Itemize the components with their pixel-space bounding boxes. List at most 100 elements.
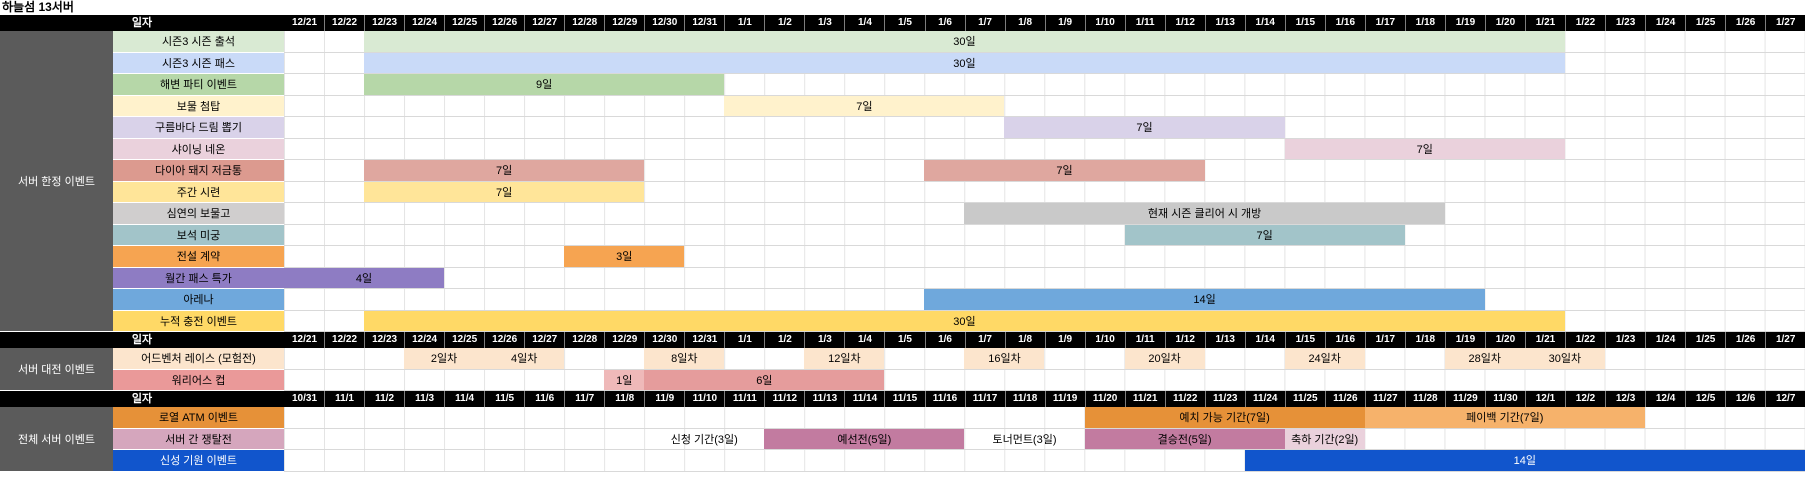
event-row-track: 4일 [284,267,1805,289]
date-cell: 12/27 [524,15,565,31]
event-bar: 30일 [364,31,1565,52]
date-cell: 1/2 [764,332,805,348]
event-bar: 축하 기간(2일) [1284,428,1365,449]
date-cell: 11/10 [684,391,725,407]
event-row: 로열 ATM 이벤트 예치 가능 기간(7일) 페이백 기간(7일) [113,407,1805,429]
event-row-label: 아레나 [113,289,284,311]
event-row-label: 보석 미궁 [113,224,284,246]
event-row-label: 해변 파티 이벤트 [113,74,284,96]
date-cell: 1/20 [1484,332,1525,348]
section-0: 서버 한정 이벤트 시즌3 시즌 출석 30일 시즌3 시즌 패스 30일 해변 파티 이… [0,31,1805,332]
date-cell: 12/6 [1725,391,1766,407]
date-cell: 11/17 [964,391,1005,407]
event-bar: 30일차 [1524,348,1605,369]
date-header-label: 일자 [0,391,284,407]
date-cell: 11/11 [724,391,765,407]
date-cell: 1/15 [1284,332,1325,348]
date-cell: 11/12 [764,391,805,407]
event-row-track: 7일 7일 [284,160,1805,182]
event-bar: 7일 [1004,117,1285,138]
date-cell: 1/11 [1124,332,1165,348]
date-cell: 12/23 [364,15,405,31]
date-cell: 1/4 [844,332,885,348]
date-cell: 1/16 [1324,15,1365,31]
date-cell: 11/1 [324,391,365,407]
event-bar: 2일차 [404,348,485,369]
event-row: 월간 패스 특가 4일 [113,267,1805,289]
date-cell: 12/25 [444,332,485,348]
date-cell: 12/21 [284,15,325,31]
date-cell: 12/22 [324,15,365,31]
event-bar: 30일 [364,52,1565,73]
date-cell: 11/2 [364,391,405,407]
section-rows: 로열 ATM 이벤트 예치 가능 기간(7일) 페이백 기간(7일) 서버 간 쟁탈전… [113,407,1805,472]
event-row-track: 30일 [284,52,1805,74]
event-row-track: 1일 6일 [284,369,1805,391]
event-row-label: 구름바다 드림 뽑기 [113,117,284,139]
date-cell: 1/19 [1444,15,1485,31]
section-rows: 시즌3 시즌 출석 30일 시즌3 시즌 패스 30일 해변 파티 이벤트 9일 보물 첨탑… [113,31,1805,332]
date-cell: 1/8 [1004,15,1045,31]
event-row: 신성 기원 이벤트 14일 [113,450,1805,472]
event-bar: 24일차 [1284,348,1365,369]
event-row-label: 보물 첨탑 [113,95,284,117]
event-bar: 16일차 [964,348,1045,369]
date-header-cells: 10/31 11/1 11/2 11/3 11/4 11/5 11/6 11/7 11/8 11/… [284,391,1805,407]
date-cell: 12/25 [444,15,485,31]
event-row: 워리어스 컵 1일 6일 [113,369,1805,391]
event-row-label: 어드벤처 레이스 (모험전) [113,348,284,370]
date-cell: 1/17 [1364,332,1405,348]
date-cell: 11/15 [884,391,925,407]
event-row-track: 14일 [284,450,1805,472]
event-bar: 결승전(5일) [1084,428,1285,449]
event-row: 서버 간 쟁탈전 신청 기간(3일) 예선전(5일) 토너먼트(3일) 결승전(5일) 축… [113,428,1805,450]
date-cell: 12/1 [1524,391,1565,407]
event-bar: 4일차 [484,348,565,369]
event-row: 주간 시련 7일 [113,181,1805,203]
event-row-label: 주간 시련 [113,181,284,203]
event-bar: 현재 시즌 클리어 시 개방 [964,203,1445,224]
event-row-label: 로열 ATM 이벤트 [113,407,284,429]
event-row-track: 30일 [284,310,1805,332]
date-cell: 1/9 [1044,15,1085,31]
event-row-label: 워리어스 컵 [113,369,284,391]
event-bar: 신청 기간(3일) [670,433,738,446]
date-cell: 12/27 [524,332,565,348]
date-cell: 11/13 [804,391,845,407]
date-cell: 11/20 [1084,391,1125,407]
date-cell: 1/25 [1685,15,1726,31]
date-cell: 1/7 [964,15,1005,31]
date-cell: 1/10 [1084,332,1125,348]
date-header-cells: 12/21 12/22 12/23 12/24 12/25 12/26 12/27 12/28… [284,15,1805,31]
date-cell: 11/7 [564,391,605,407]
event-row-track: 2일차 4일차 8일차 12일차 16일차 20일차 24일차 28일차 30일차 [284,348,1805,370]
date-cell: 12/31 [684,15,725,31]
event-row: 시즌3 시즌 출석 30일 [113,31,1805,53]
date-cell: 11/30 [1484,391,1525,407]
date-cell: 1/20 [1484,15,1525,31]
date-cell: 1/23 [1605,15,1646,31]
date-cell: 12/3 [1605,391,1646,407]
event-row: 전설 계약 3일 [113,246,1805,268]
date-cell: 1/10 [1084,15,1125,31]
date-cell: 12/22 [324,332,365,348]
date-cell: 11/22 [1164,391,1205,407]
date-cell: 1/6 [924,15,965,31]
date-cell: 12/30 [644,15,685,31]
date-cell: 1/17 [1364,15,1405,31]
date-cell: 12/4 [1645,391,1686,407]
event-row-label: 서버 간 쟁탈전 [113,428,284,450]
event-bar: 예치 가능 기간(7일) [1084,407,1365,428]
date-cell: 12/24 [404,332,445,348]
event-row-label: 심연의 보물고 [113,203,284,225]
date-cell: 11/14 [844,391,885,407]
section-1: 서버 대전 이벤트 어드벤처 레이스 (모험전) 2일차 4일차 8일차 12일차 16일차… [0,348,1805,391]
date-cell: 1/2 [764,15,805,31]
event-row-label: 신성 기원 이벤트 [113,450,284,472]
date-cell: 1/18 [1404,332,1445,348]
date-cell: 1/26 [1725,332,1766,348]
date-cell: 12/29 [604,15,645,31]
date-cell: 1/5 [884,332,925,348]
event-row-track: 14일 [284,289,1805,311]
event-row-label: 누적 충전 이벤트 [113,310,284,332]
